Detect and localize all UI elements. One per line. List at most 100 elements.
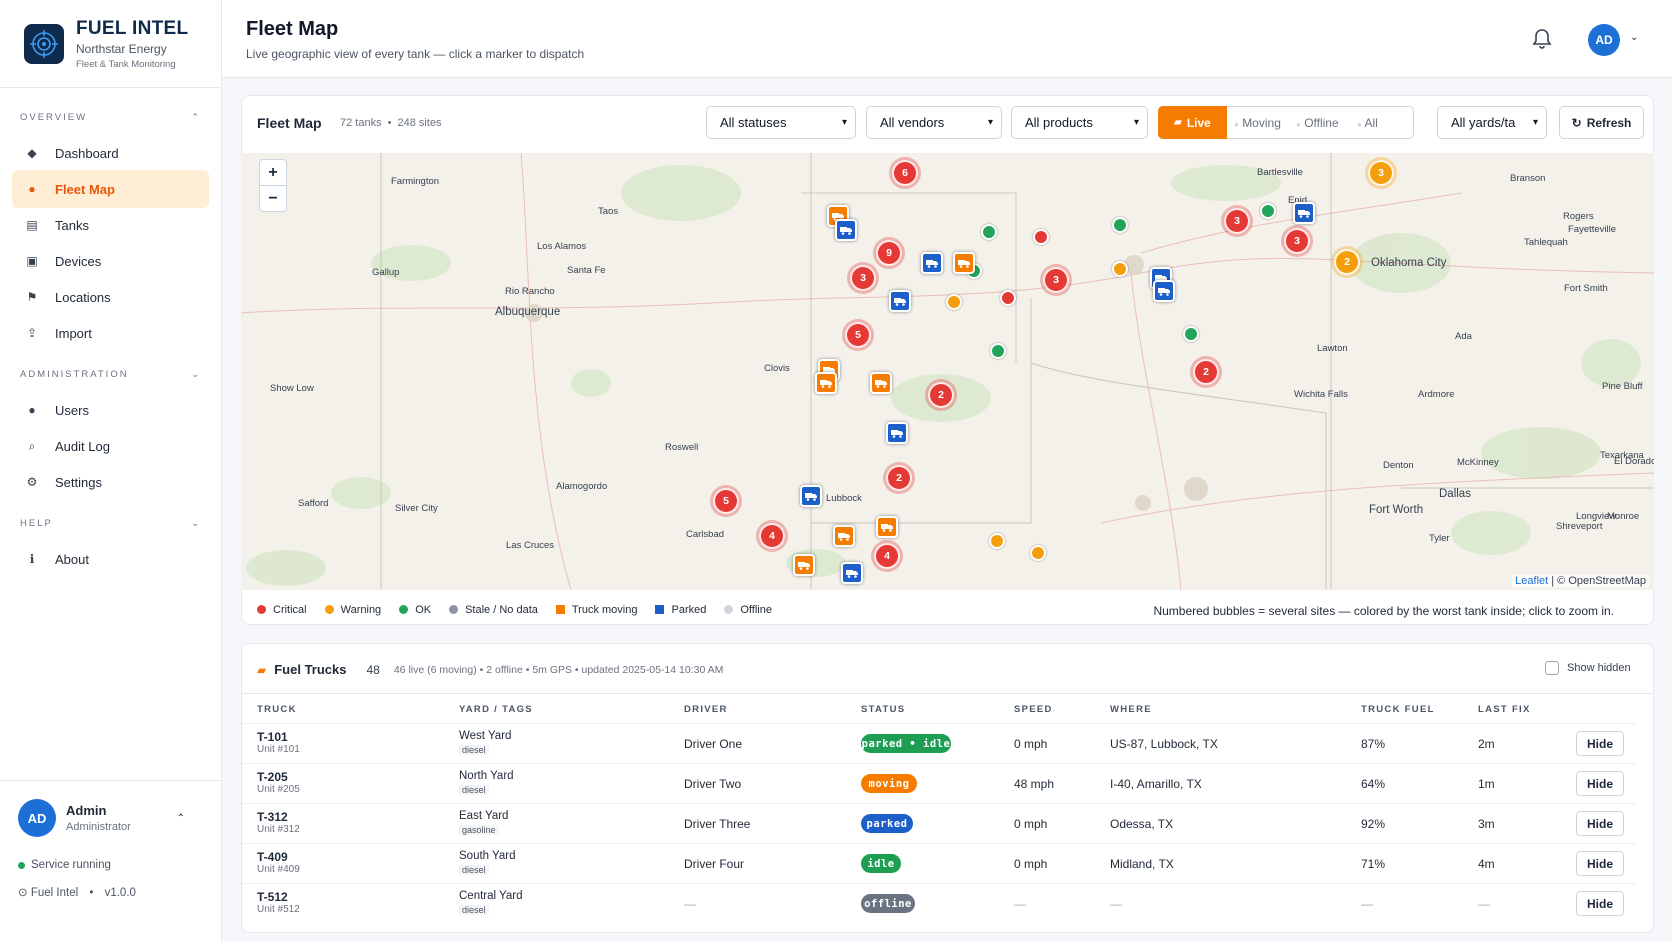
col-last-fix: LAST FIX [1478,704,1531,715]
truck-marker[interactable] [921,252,943,274]
truck-marker[interactable] [953,252,975,274]
truck-marker[interactable] [870,372,892,394]
sidebar-item-users[interactable]: ● Users [12,391,209,429]
refresh-button[interactable]: ↻ Refresh [1559,106,1644,139]
checkbox[interactable] [1545,661,1559,675]
sidebar-item-fleet-map[interactable]: ● Fleet Map [12,170,209,208]
table-row[interactable]: T-312 Unit #312 East Yard gasoline Driver … [242,803,1636,843]
table-row[interactable]: T-512 Unit #512 Central Yard diesel — offl… [242,883,1636,923]
show-hidden-toggle[interactable]: Show hidden [1545,661,1631,675]
yard-cell: South Yard diesel [459,850,516,875]
cluster-marker[interactable]: 2 [1334,249,1360,275]
legend-item: OK [399,604,431,616]
site-marker[interactable] [1183,326,1199,342]
hide-button[interactable]: Hide [1576,731,1624,756]
chevron-down-icon: ⌄ [191,368,201,379]
truck-marker[interactable] [1153,280,1175,302]
product-filter-select[interactable]: All products ▾ [1011,106,1148,139]
hide-button[interactable]: Hide [1576,811,1624,836]
chevron-down-icon: ▾ [1532,117,1538,128]
sidebar-item-tanks[interactable]: ▤ Tanks [26,217,89,233]
truck-marker[interactable] [889,290,911,312]
map-place-label: Bartlesville [1257,167,1303,178]
map-place-label: Pine Bluff [1602,381,1643,392]
cluster-marker[interactable]: 2 [1193,359,1219,385]
cluster-marker[interactable]: 5 [713,488,739,514]
cluster-marker[interactable]: 3 [1284,228,1310,254]
yard-filter-select[interactable]: All yards/ta ▾ [1437,106,1547,139]
truck-marker[interactable] [815,372,837,394]
vendor-filter-select[interactable]: All vendors ▾ [866,106,1002,139]
sidebar-item-audit-log[interactable]: ⌕ Audit Log [12,427,209,465]
chevron-down-icon[interactable]: ⌄ [1630,32,1639,43]
cluster-marker[interactable]: 6 [892,160,918,186]
device-icon: ▣ [26,254,38,268]
site-marker[interactable] [981,224,997,240]
truck-marker[interactable] [841,562,863,584]
cluster-marker[interactable]: 2 [928,382,954,408]
mode-all-button[interactable]: ● All [1357,116,1378,130]
map-zoom-control: + − [259,159,287,212]
status-filter-select[interactable]: All statuses ▾ [706,106,856,139]
mode-offline-button[interactable]: ● Offline [1296,116,1339,130]
site-marker[interactable] [989,533,1005,549]
header-avatar[interactable]: AD [1588,24,1620,56]
hide-button[interactable]: Hide [1576,851,1624,876]
table-row[interactable]: T-205 Unit #205 North Yard diesel Driver T… [242,763,1636,803]
hide-button[interactable]: Hide [1576,891,1624,916]
map-base-layer [241,153,1654,590]
site-marker[interactable] [1112,261,1128,277]
cluster-marker[interactable]: 2 [886,465,912,491]
hide-button[interactable]: Hide [1576,771,1624,796]
sidebar-item-dashboard[interactable]: ◆ Dashboard [12,134,209,172]
sidebar-item-import[interactable]: ⇪ Import [26,325,92,341]
section-administration-header[interactable]: ADMINISTRATION ⌄ [20,368,201,380]
map-place-label: Lawton [1317,343,1348,354]
col-truck-fuel: TRUCK FUEL [1361,704,1435,715]
legend-swatch [324,605,334,614]
last-fix-cell: 4m [1478,857,1495,871]
cluster-marker[interactable]: 3 [850,265,876,291]
cluster-marker[interactable]: 3 [1043,267,1069,293]
truck-marker[interactable] [876,516,898,538]
fleet-map[interactable]: Farmington Taos Los Alamos Santa Fe Gallup Ri… [241,153,1654,590]
mode-live-button[interactable]: ▰ Live [1158,106,1227,139]
table-row[interactable]: T-101 Unit #101 West Yard diesel Driver On… [242,723,1636,763]
truck-marker[interactable] [886,422,908,444]
site-marker[interactable] [1033,229,1049,245]
cluster-marker[interactable]: 4 [874,543,900,569]
site-marker[interactable] [990,343,1006,359]
flag-icon: ⚑ [26,290,38,304]
site-marker[interactable] [1260,203,1276,219]
brand: FUEL INTEL Northstar Energy Fleet & Tank… [0,0,221,88]
truck-marker[interactable] [833,525,855,547]
cluster-marker[interactable]: 4 [759,523,785,549]
cluster-marker[interactable]: 3 [1368,160,1394,186]
logo-small-icon: ⊙ [18,887,28,899]
cluster-marker[interactable]: 3 [1224,208,1250,234]
site-marker[interactable] [1112,217,1128,233]
truck-marker[interactable] [1293,202,1315,224]
site-marker[interactable] [946,294,962,310]
section-overview-header[interactable]: OVERVIEW ⌃ [20,111,201,123]
zoom-in-button[interactable]: + [260,160,286,186]
cluster-marker[interactable]: 5 [845,322,871,348]
site-marker[interactable] [1000,290,1016,306]
zoom-out-button[interactable]: − [268,190,278,207]
sidebar-item-about[interactable]: ℹ About [12,540,209,578]
truck-marker[interactable] [793,554,815,576]
table-row[interactable]: T-409 Unit #409 South Yard diesel Driver F… [242,843,1636,883]
map-place-label: Gallup [372,267,400,278]
sidebar-item-locations[interactable]: ⚑ Locations [26,289,111,305]
site-marker[interactable] [1030,545,1046,561]
cluster-marker[interactable]: 9 [876,240,902,266]
bell-icon[interactable] [1532,28,1552,53]
truck-marker[interactable] [835,219,857,241]
section-help-header[interactable]: HELP ⌄ [20,517,201,529]
leaflet-link[interactable]: Leaflet [1515,575,1549,587]
user-menu[interactable]: AD Admin Administrator ⌃ [18,799,203,837]
sidebar-item-devices[interactable]: ▣ Devices [26,253,102,269]
truck-marker[interactable] [800,485,822,507]
sidebar-item-settings[interactable]: ⚙ Settings [26,474,102,490]
mode-moving-button[interactable]: ● Moving [1234,116,1281,130]
